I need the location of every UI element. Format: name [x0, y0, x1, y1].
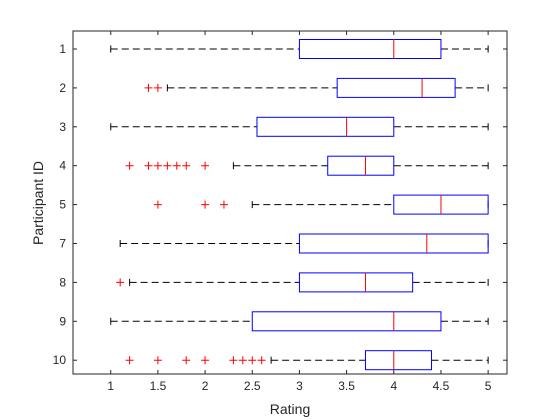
y-tick-label: 1: [59, 42, 66, 56]
outlier-marker: [229, 356, 238, 365]
outlier-marker: [144, 161, 153, 170]
box-group-5: [153, 194, 489, 215]
x-tick-label: 1: [107, 379, 114, 393]
iqr-box: [336, 77, 456, 98]
outlier-marker: [248, 356, 257, 365]
outlier-marker: [153, 200, 162, 209]
outlier-marker: [153, 161, 162, 170]
x-tick-label: 1.5: [150, 379, 167, 393]
y-tick-label: 8: [59, 275, 66, 289]
x-tick-label: 3: [296, 379, 303, 393]
box-group-4: [125, 155, 489, 176]
outlier-marker: [153, 356, 162, 365]
y-axis-label: Participant ID: [30, 161, 46, 245]
axes-frame: [72, 30, 508, 375]
box-group-7: [119, 233, 489, 254]
outlier-marker: [201, 356, 210, 365]
x-tick-label: 5: [485, 379, 492, 393]
x-tick-label: 4.5: [433, 379, 450, 393]
box-group-2: [144, 77, 489, 98]
iqr-box: [327, 155, 395, 176]
iqr-box: [298, 39, 442, 59]
outlier-marker: [182, 161, 191, 170]
y-tick-label: 2: [59, 81, 66, 95]
outlier-marker: [125, 161, 134, 170]
outlier-marker: [116, 278, 125, 287]
chart-axes: 1 2 3 4 5 7 8 9 10 1 1.5 2 2.5 3 3.5 4 4.5 5: [53, 30, 508, 393]
plot-area: [73, 31, 507, 374]
y-tick-label: 3: [59, 120, 66, 134]
x-tick-label: 2.5: [244, 379, 261, 393]
outlier-marker: [201, 200, 210, 209]
x-tick-label: 2: [202, 379, 209, 393]
box-group-9: [110, 311, 489, 332]
outlier-marker: [201, 161, 210, 170]
iqr-box: [251, 311, 442, 332]
box-group-1: [110, 39, 489, 59]
outlier-marker: [144, 83, 153, 92]
iqr-box: [256, 116, 395, 137]
y-tick-label: 4: [59, 159, 66, 173]
y-tick-label: 5: [59, 198, 66, 212]
x-tick-label: 4: [390, 379, 397, 393]
outlier-marker: [172, 161, 181, 170]
y-tick-label: 9: [59, 314, 66, 328]
x-axis-label: Rating: [270, 401, 310, 417]
outlier-marker: [219, 200, 228, 209]
outlier-marker: [182, 356, 191, 365]
chart-marks: [110, 39, 489, 371]
outlier-marker: [238, 356, 247, 365]
outlier-marker: [163, 161, 172, 170]
iqr-box: [298, 233, 489, 254]
iqr-box: [364, 350, 433, 371]
box-group-3: [110, 116, 489, 137]
x-tick-label: 3.5: [338, 379, 355, 393]
outlier-marker: [257, 356, 266, 365]
box-group-8: [116, 272, 489, 293]
outlier-marker: [153, 83, 162, 92]
box-group-10: [125, 350, 489, 371]
y-tick-label: 7: [59, 237, 66, 251]
iqr-box: [298, 272, 414, 293]
y-tick-label: 10: [53, 353, 67, 367]
outlier-marker: [125, 356, 134, 365]
